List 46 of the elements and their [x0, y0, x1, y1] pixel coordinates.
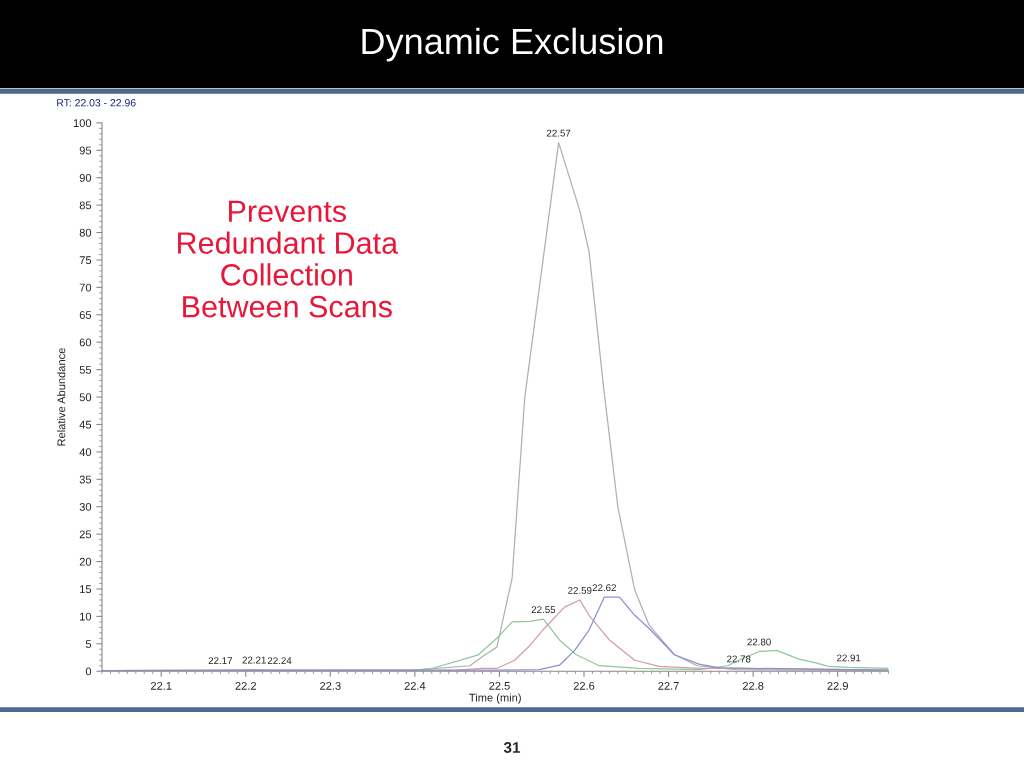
y-tick-label: 20	[79, 557, 92, 566]
y-tick-label: 30	[79, 502, 92, 511]
y-tick-label: 80	[79, 228, 92, 237]
chart-title: Dynamic Exclusion	[362, 27, 663, 62]
x-tick-label: 22.9	[827, 681, 848, 690]
x-tick-label: 22.5	[489, 681, 510, 690]
y-tick-label: 45	[79, 420, 92, 429]
annotation: 22.17	[208, 657, 233, 664]
y-tick-label: 15	[80, 585, 92, 594]
annotation: 22.91	[837, 654, 861, 662]
annotation: Prevents Redundant Data Collection Between Scans	[178, 200, 399, 318]
annotation: 22.78	[727, 655, 751, 663]
y-tick-label: 5	[85, 640, 92, 648]
x-tick-label: 22.3	[320, 681, 341, 690]
y-tick-label: 85	[79, 201, 92, 210]
annotation: 22.24	[267, 657, 292, 664]
annotation: 22.80	[747, 638, 771, 646]
y-tick-label: 10	[80, 612, 92, 621]
y-tick-label: 55	[79, 366, 92, 374]
text: RT: 22.03 - 22.96	[57, 99, 136, 107]
annotation: 22.62	[592, 584, 616, 592]
y-tick-label: 95	[79, 146, 92, 155]
y-tick-label: 35	[79, 475, 92, 484]
x-tick-label: 22.4	[404, 681, 426, 690]
x-axis-title: Time (min)	[469, 693, 521, 704]
y-tick-label: 50	[79, 393, 92, 402]
annotation: 22.59	[568, 586, 592, 594]
y-axis-title: Relative Abundance	[57, 348, 66, 446]
y-tick-label: 90	[79, 173, 92, 182]
annotation: 22.55	[531, 606, 556, 614]
x-tick-label: 22.1	[150, 681, 172, 690]
y-tick-label: 40	[79, 448, 92, 457]
y-tick-label: 75	[79, 256, 92, 265]
y-tick-label: 65	[79, 311, 92, 319]
annotation: 22.21	[242, 656, 266, 664]
annotation: 22.57	[546, 129, 571, 137]
x-tick-label: 22.7	[658, 681, 679, 690]
y-tick-label: 70	[79, 283, 92, 292]
y-tick-label: 0	[85, 667, 92, 676]
y-tick-label: 25	[79, 530, 92, 539]
x-tick-label: 22.6	[573, 681, 595, 690]
text: 31	[503, 742, 521, 753]
y-tick-label: 100	[73, 119, 92, 128]
x-tick-label: 22.2	[235, 681, 256, 690]
y-tick-label: 60	[79, 338, 92, 347]
x-tick-label: 22.8	[742, 681, 764, 690]
